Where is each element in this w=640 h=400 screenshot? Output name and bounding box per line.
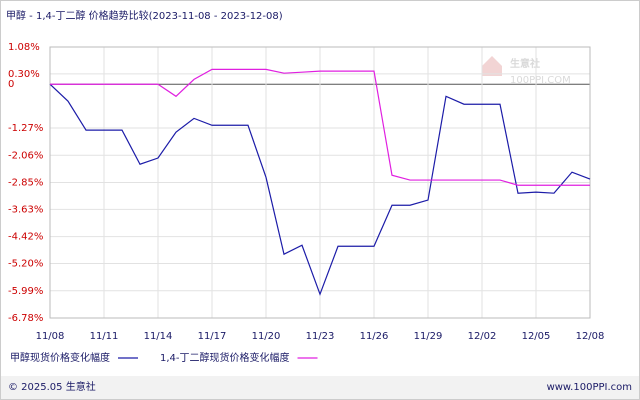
y-tick-label: -6.78% <box>8 313 43 324</box>
x-tick-label: 11/11 <box>90 331 119 342</box>
x-tick-label: 11/20 <box>252 331 281 342</box>
y-tick-label: -3.63% <box>8 204 43 215</box>
footer-left: © 2025.05 生意社 <box>8 380 96 393</box>
legend-label: 甲醇现货价格变化幅度 <box>10 351 110 364</box>
x-tick-label: 12/02 <box>468 331 497 342</box>
series-line <box>50 68 590 186</box>
y-tick-label: 0 <box>8 79 14 90</box>
y-tick-label: -1.27% <box>8 123 43 134</box>
x-tick-label: 11/23 <box>306 331 335 342</box>
watermark-logo <box>482 56 502 76</box>
legend-label: 1,4-丁二醇现货价格变化幅度 <box>160 351 290 364</box>
y-tick-label: -5.99% <box>8 286 43 297</box>
watermark-name: 生意社 <box>510 57 540 70</box>
x-tick-label: 11/26 <box>360 331 389 342</box>
x-tick-label: 12/05 <box>522 331 551 342</box>
y-tick-label: -2.06% <box>8 150 43 161</box>
x-tick-label: 11/29 <box>414 331 443 342</box>
series-line <box>49 83 591 296</box>
y-tick-label: -5.20% <box>8 259 43 270</box>
footer-right: www.100PPI.com <box>547 382 632 393</box>
x-tick-label: 11/14 <box>144 331 173 342</box>
y-tick-label: 0.30% <box>8 69 40 80</box>
chart-title: 甲醇 - 1,4-丁二醇 价格趋势比较(2023-11-08 - 2023-12… <box>6 9 283 22</box>
x-tick-label: 12/08 <box>576 331 605 342</box>
y-tick-label: -4.42% <box>8 232 43 243</box>
y-tick-label: 1.08% <box>8 42 40 53</box>
watermark-site: 100PPI.COM <box>510 75 571 86</box>
watermark: 生意社 100PPI.COM <box>482 56 571 86</box>
y-tick-label: -2.85% <box>8 178 43 189</box>
x-tick-label: 11/17 <box>198 331 227 342</box>
plot-border <box>49 46 591 319</box>
x-tick-label: 11/08 <box>36 331 65 342</box>
footer-band <box>1 376 639 399</box>
